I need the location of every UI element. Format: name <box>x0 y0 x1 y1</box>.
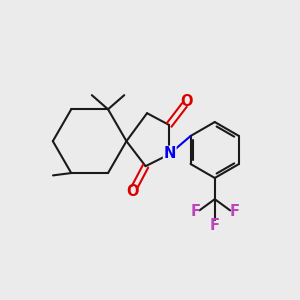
Text: O: O <box>181 94 193 109</box>
Text: F: F <box>229 204 239 219</box>
Text: O: O <box>126 184 138 199</box>
Text: F: F <box>190 204 200 219</box>
Text: N: N <box>164 146 176 161</box>
Text: F: F <box>210 218 220 233</box>
